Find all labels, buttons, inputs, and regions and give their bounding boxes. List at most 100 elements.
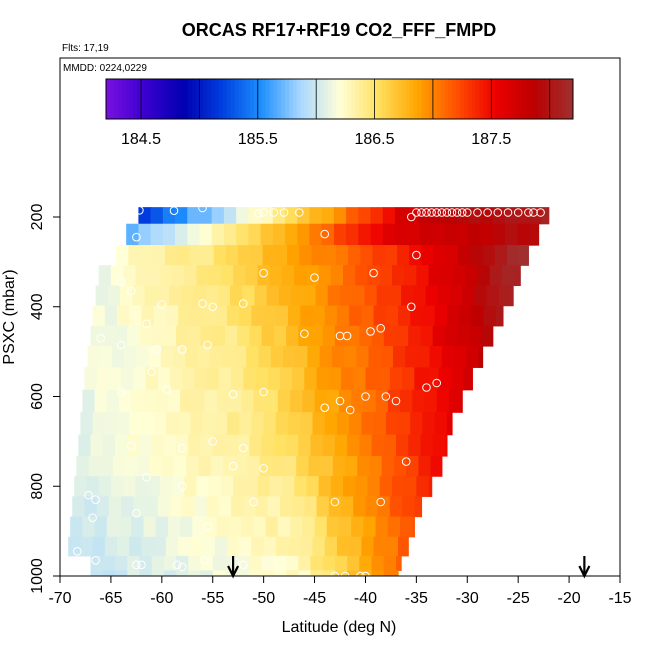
colorbar-segment	[273, 79, 278, 119]
sample-point	[132, 508, 141, 518]
field-cell	[297, 207, 311, 225]
field-cell	[208, 265, 222, 287]
field-cell	[391, 476, 405, 497]
field-cell	[347, 325, 360, 347]
colorbar-segment	[164, 79, 169, 119]
field-cell	[200, 325, 214, 347]
field-cell	[277, 516, 291, 538]
field-cell	[340, 285, 353, 307]
field-cell	[148, 346, 162, 368]
field-cell	[231, 496, 244, 518]
sample-point	[152, 345, 161, 354]
field-cell	[358, 207, 372, 225]
sample-point	[381, 392, 391, 401]
field-cell	[236, 207, 249, 225]
field-cell	[235, 455, 248, 477]
field-cell	[131, 389, 145, 413]
field-cell	[246, 346, 260, 368]
field-cell	[358, 223, 372, 246]
field-cell	[434, 305, 448, 327]
field-cell	[414, 496, 423, 518]
x-tick-label: -45	[303, 590, 326, 607]
x-tick-label: -35	[405, 590, 428, 607]
colorbar-segment	[238, 79, 243, 119]
colorbar-segment	[378, 79, 383, 119]
field-cell	[304, 367, 318, 391]
field-cell	[102, 434, 116, 457]
field-cell	[341, 496, 354, 518]
sample-point	[228, 461, 238, 471]
field-cell	[398, 412, 411, 436]
field-cell	[322, 325, 336, 347]
field-cell	[353, 367, 367, 391]
colorbar-segment	[214, 79, 220, 119]
field-cell	[173, 346, 186, 368]
colorbar-tick-label: 186.5	[354, 131, 394, 148]
field-cell	[360, 245, 374, 266]
sample-point	[463, 208, 472, 217]
field-cell	[174, 455, 187, 477]
field-cell	[167, 516, 181, 538]
colorbar-segment	[265, 79, 270, 119]
field-cell	[334, 570, 348, 576]
field-cell	[445, 245, 459, 266]
field-cell	[176, 325, 189, 347]
field-cell	[187, 207, 201, 225]
field-cell	[88, 455, 102, 477]
colorbar-segment	[499, 79, 504, 119]
field-cell	[413, 285, 427, 307]
field-cell	[457, 325, 470, 347]
field-cell	[141, 536, 155, 557]
field-cell	[255, 496, 269, 518]
colorbar-segment	[191, 79, 197, 119]
field-cell	[149, 455, 163, 477]
field-cell	[163, 434, 177, 457]
field-cell	[306, 476, 320, 497]
field-cell	[495, 305, 504, 327]
colorbar-segment	[440, 79, 446, 119]
field-cell	[370, 223, 384, 246]
field-cell	[74, 476, 88, 497]
field-cell	[356, 346, 370, 368]
field-cell	[92, 536, 106, 557]
field-cell	[236, 223, 249, 246]
y-axis-label: PSXC (mbar)	[1, 269, 18, 364]
field-cell	[309, 223, 323, 246]
field-cell	[437, 285, 451, 307]
field-cell	[290, 389, 303, 413]
sample-point	[162, 385, 172, 395]
field-cell	[189, 245, 203, 266]
colorbar-segment	[331, 79, 337, 119]
colorbar-segment	[355, 79, 360, 119]
field-cell	[430, 455, 443, 477]
field-cell	[80, 412, 94, 436]
field-cell	[178, 536, 191, 557]
field-cell	[414, 367, 428, 391]
field-cell	[359, 570, 373, 576]
field-cell	[394, 207, 408, 225]
field-cell	[392, 346, 406, 368]
field-cell	[106, 389, 120, 413]
sample-point	[401, 457, 411, 466]
field-cell	[175, 207, 188, 225]
field-cell	[194, 496, 208, 518]
sample-point	[330, 571, 340, 576]
field-cell	[261, 325, 275, 347]
sample-point	[437, 208, 447, 217]
sample-point	[91, 495, 100, 505]
sample-point	[524, 208, 533, 217]
field-cell	[94, 516, 108, 538]
sample-point	[412, 250, 421, 260]
field-cell	[506, 245, 520, 266]
field-cell	[359, 434, 373, 457]
field-cell	[361, 536, 375, 557]
field-cell	[164, 245, 178, 266]
sample-point	[208, 302, 217, 312]
field-cell	[394, 223, 408, 246]
colorbar-segment	[382, 79, 387, 119]
field-cell	[371, 570, 385, 576]
field-cell	[446, 412, 453, 436]
field-cell	[141, 305, 155, 327]
sample-point	[536, 208, 545, 217]
colorbar-segment	[448, 79, 453, 119]
